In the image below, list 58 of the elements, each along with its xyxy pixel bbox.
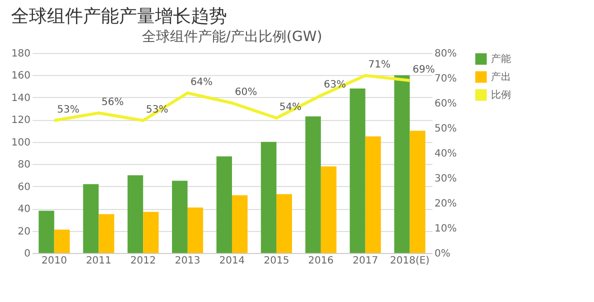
bar (365, 136, 381, 253)
bar (38, 210, 54, 253)
legend-label: 产出 (491, 71, 511, 83)
y2-tick-label: 80% (434, 48, 457, 60)
y2-tick-label: 30% (434, 174, 457, 184)
bar (83, 184, 99, 253)
y-tick-label: 80 (18, 160, 30, 171)
x-tick-label: 2014 (219, 256, 245, 266)
x-tick-label: 2013 (174, 256, 200, 266)
y-tick-label: 20 (18, 226, 30, 238)
y2-tick-label: 20% (434, 198, 457, 210)
y2-tick-label: 50% (434, 124, 457, 134)
y-tick-label: 100 (11, 137, 30, 148)
bar (276, 194, 292, 253)
y-tick-label: 40 (18, 204, 30, 216)
legend-label: 比例 (491, 89, 511, 101)
x-tick-label: 2011 (86, 256, 112, 266)
x-tick-label: 2010 (41, 256, 67, 266)
data-label: 56% (102, 97, 124, 108)
y2-tick-label: 10% (434, 224, 457, 234)
y-tick-label: 160 (11, 70, 30, 82)
bar (305, 116, 321, 253)
bar (188, 207, 204, 253)
y-tick-label: 120 (11, 115, 30, 126)
x-tick-label: 2018(E) (390, 256, 430, 266)
x-tick-label: 2016 (308, 256, 334, 266)
bar (216, 156, 232, 253)
y-tick-label: 180 (11, 48, 30, 60)
y2-tick-label: 40% (434, 148, 457, 160)
y2-tick-label: 70% (434, 74, 457, 84)
bar (54, 230, 70, 253)
data-label: 60% (234, 87, 258, 98)
chart-subtitle: 全球组件产能/产出比例(GW) (142, 29, 322, 45)
chart-title: 全球组件产能产量增长趋势 (10, 6, 227, 27)
line-series (52, 74, 412, 122)
bar (350, 88, 366, 253)
bar (394, 75, 410, 253)
y2-tick-label: 0% (434, 248, 450, 260)
y2-tick-label: 60% (434, 98, 457, 110)
bar (410, 130, 426, 253)
bar (320, 166, 336, 253)
x-tick-label: 2015 (264, 256, 290, 266)
bar (172, 180, 188, 253)
bar (232, 195, 248, 253)
data-label: 64% (190, 77, 213, 88)
data-label: 69% (412, 64, 435, 76)
legend-label: 产能 (491, 53, 511, 65)
bar (98, 214, 114, 253)
data-label: 71% (368, 60, 390, 70)
data-label: 53% (57, 104, 80, 116)
y-tick-label: 60 (18, 182, 30, 193)
bar (128, 175, 144, 253)
x-tick-label: 2012 (130, 256, 156, 266)
bar (260, 142, 276, 253)
x-tick-label: 2017 (352, 256, 378, 266)
y-tick-label: 0 (24, 248, 30, 260)
y-tick-label: 140 (11, 92, 30, 104)
bar (143, 212, 159, 253)
